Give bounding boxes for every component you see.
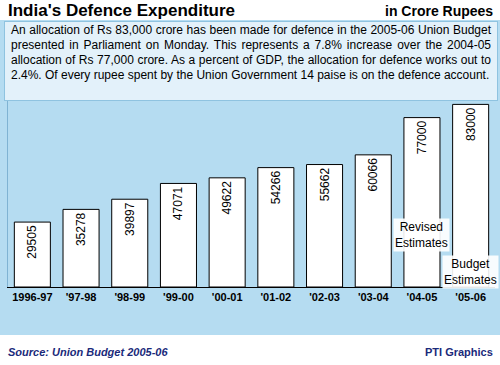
svg-text:'99-00: '99-00	[163, 291, 194, 303]
svg-text:Source: Union Budget 2005-06: Source: Union Budget 2005-06	[8, 346, 168, 358]
svg-text:83000: 83000	[464, 107, 478, 141]
svg-text:India's Defence Expenditure: India's Defence Expenditure	[8, 1, 235, 20]
svg-text:35278: 35278	[74, 212, 88, 246]
svg-text:in Crore Rupees: in Crore Rupees	[385, 3, 493, 19]
svg-text:'05-06: '05-06	[455, 291, 486, 303]
svg-text:'00-01: '00-01	[212, 291, 243, 303]
svg-text:47071: 47071	[171, 186, 185, 220]
svg-text:'04-05: '04-05	[407, 291, 438, 303]
svg-text:'03-04: '03-04	[358, 291, 390, 303]
html-text:An allocation of Rs 83,000 cro: An allocation of Rs 83,000 crore has bee…	[11, 23, 491, 82]
svg-text:'98-99: '98-99	[114, 291, 145, 303]
svg-text:RevisedEstimates: RevisedEstimates	[395, 220, 448, 250]
svg-text:77000: 77000	[415, 121, 429, 155]
svg-text:PTI Graphics: PTI Graphics	[425, 346, 493, 358]
svg-text:'02-03: '02-03	[309, 291, 340, 303]
svg-text:39897: 39897	[123, 202, 137, 236]
svg-text:60066: 60066	[366, 158, 380, 192]
svg-text:54266: 54266	[269, 171, 283, 205]
svg-text:29505: 29505	[25, 225, 39, 259]
svg-text:'01-02: '01-02	[260, 291, 291, 303]
svg-text:49622: 49622	[220, 181, 234, 215]
svg-text:1996-97: 1996-97	[12, 291, 52, 303]
svg-text:'97-98: '97-98	[66, 291, 97, 303]
svg-text:55662: 55662	[318, 168, 332, 202]
svg-text:BudgetEstimates: BudgetEstimates	[444, 257, 497, 287]
